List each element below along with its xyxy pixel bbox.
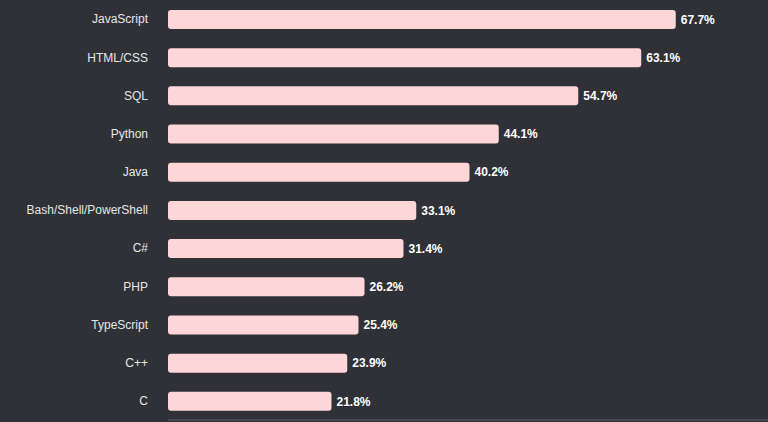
svg-text:SQL: SQL [124, 89, 148, 103]
svg-text:40.2%: 40.2% [475, 165, 509, 179]
svg-text:54.7%: 54.7% [583, 89, 617, 103]
svg-text:67.7%: 67.7% [681, 13, 715, 27]
svg-text:TypeScript: TypeScript [91, 318, 148, 332]
svg-text:63.1%: 63.1% [646, 51, 680, 65]
svg-text:44.1%: 44.1% [504, 127, 538, 141]
svg-text:JavaScript: JavaScript [92, 12, 149, 26]
svg-text:HTML/CSS: HTML/CSS [87, 51, 148, 65]
svg-text:C#: C# [133, 241, 149, 255]
svg-text:Java: Java [123, 165, 149, 179]
svg-text:Bash/Shell/PowerShell: Bash/Shell/PowerShell [27, 203, 148, 217]
svg-text:23.9%: 23.9% [352, 356, 386, 370]
svg-text:C: C [139, 394, 148, 408]
svg-text:Python: Python [111, 127, 148, 141]
svg-text:PHP: PHP [123, 280, 148, 294]
svg-text:31.4%: 31.4% [409, 242, 443, 256]
svg-text:21.8%: 21.8% [337, 395, 371, 409]
svg-text:26.2%: 26.2% [370, 280, 404, 294]
svg-text:C++: C++ [125, 356, 148, 370]
svg-text:33.1%: 33.1% [421, 204, 455, 218]
svg-text:25.4%: 25.4% [364, 318, 398, 332]
